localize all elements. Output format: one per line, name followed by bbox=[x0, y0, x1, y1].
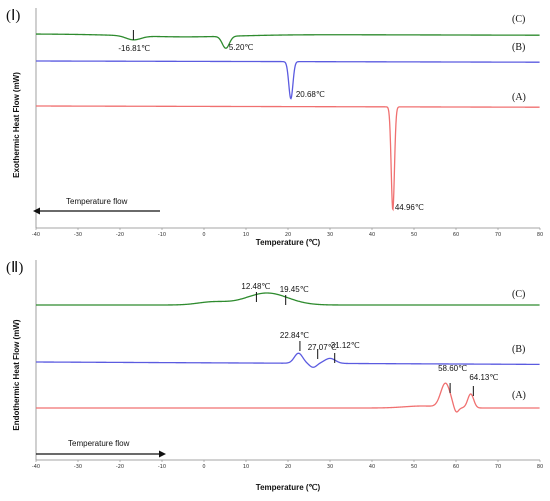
flow-arrowhead bbox=[33, 207, 40, 215]
x-tick-label: 60 bbox=[453, 232, 459, 238]
x-tick-label: 0 bbox=[202, 232, 205, 238]
x-tick-label: 80 bbox=[537, 464, 543, 470]
peak-label: 31.12℃ bbox=[331, 341, 360, 350]
x-tick-label: -40 bbox=[32, 464, 40, 470]
curve-label: (C) bbox=[512, 14, 525, 25]
curve-label: (A) bbox=[512, 92, 526, 103]
x-tick-label: 50 bbox=[411, 464, 417, 470]
x-tick-label: 10 bbox=[243, 232, 249, 238]
x-tick-label: 40 bbox=[369, 464, 375, 470]
x-tick-label: 70 bbox=[495, 232, 501, 238]
y-axis-title: Exothermic Heat Flow (mW) bbox=[12, 72, 21, 178]
flow-arrowhead bbox=[159, 450, 166, 458]
x-tick-label: -10 bbox=[158, 464, 166, 470]
curve-label: (B) bbox=[512, 42, 525, 53]
peak-label: -16.81℃ bbox=[118, 44, 150, 53]
curve-1 bbox=[36, 352, 540, 368]
curve-2 bbox=[36, 105, 540, 212]
curve-0 bbox=[36, 292, 540, 306]
curve-2 bbox=[36, 382, 540, 413]
x-tick-label: 20 bbox=[285, 232, 291, 238]
x-axis-title: Temperature (℃) bbox=[256, 483, 321, 492]
x-tick-label: 80 bbox=[537, 232, 543, 238]
peak-label: 12.48℃ bbox=[241, 282, 270, 291]
curve-label: (C) bbox=[512, 289, 525, 300]
x-tick-label: -20 bbox=[116, 464, 124, 470]
x-tick-label: 10 bbox=[243, 464, 249, 470]
x-tick-label: 20 bbox=[285, 464, 291, 470]
x-tick-label: 40 bbox=[369, 232, 375, 238]
curve-0 bbox=[36, 33, 540, 49]
x-tick-label: -30 bbox=[74, 464, 82, 470]
x-tick-label: 50 bbox=[411, 232, 417, 238]
peak-label: 58.60℃ bbox=[438, 364, 467, 373]
curve-1 bbox=[36, 60, 540, 100]
x-tick-label: -30 bbox=[74, 232, 82, 238]
x-tick-label: -10 bbox=[158, 232, 166, 238]
peak-label: 27.07℃ bbox=[308, 343, 337, 352]
x-tick-label: -20 bbox=[116, 232, 124, 238]
peak-label: 44.96℃ bbox=[395, 203, 424, 212]
x-tick-label: 30 bbox=[327, 232, 333, 238]
x-tick-label: 0 bbox=[202, 464, 205, 470]
peak-label: 19.45℃ bbox=[280, 285, 309, 294]
peak-label: 22.84℃ bbox=[280, 331, 309, 340]
x-tick-label: 70 bbox=[495, 464, 501, 470]
x-axis-title: Temperature (℃) bbox=[256, 238, 321, 247]
x-tick-label: 60 bbox=[453, 464, 459, 470]
peak-label: 64.13℃ bbox=[469, 373, 498, 382]
y-axis-title: Endothermic Heat Flow (mW) bbox=[12, 319, 21, 430]
curve-label: (B) bbox=[512, 344, 525, 355]
x-tick-label: 30 bbox=[327, 464, 333, 470]
flow-label: Temperature flow bbox=[68, 439, 130, 448]
peak-label: 5.20℃ bbox=[229, 43, 254, 52]
peak-label: 20.68℃ bbox=[296, 90, 325, 99]
panel-label: (Ⅰ) bbox=[6, 8, 20, 24]
x-tick-label: -40 bbox=[32, 232, 40, 238]
panel-label: (Ⅱ) bbox=[6, 260, 23, 276]
flow-label: Temperature flow bbox=[66, 197, 128, 206]
curve-label: (A) bbox=[512, 390, 526, 401]
